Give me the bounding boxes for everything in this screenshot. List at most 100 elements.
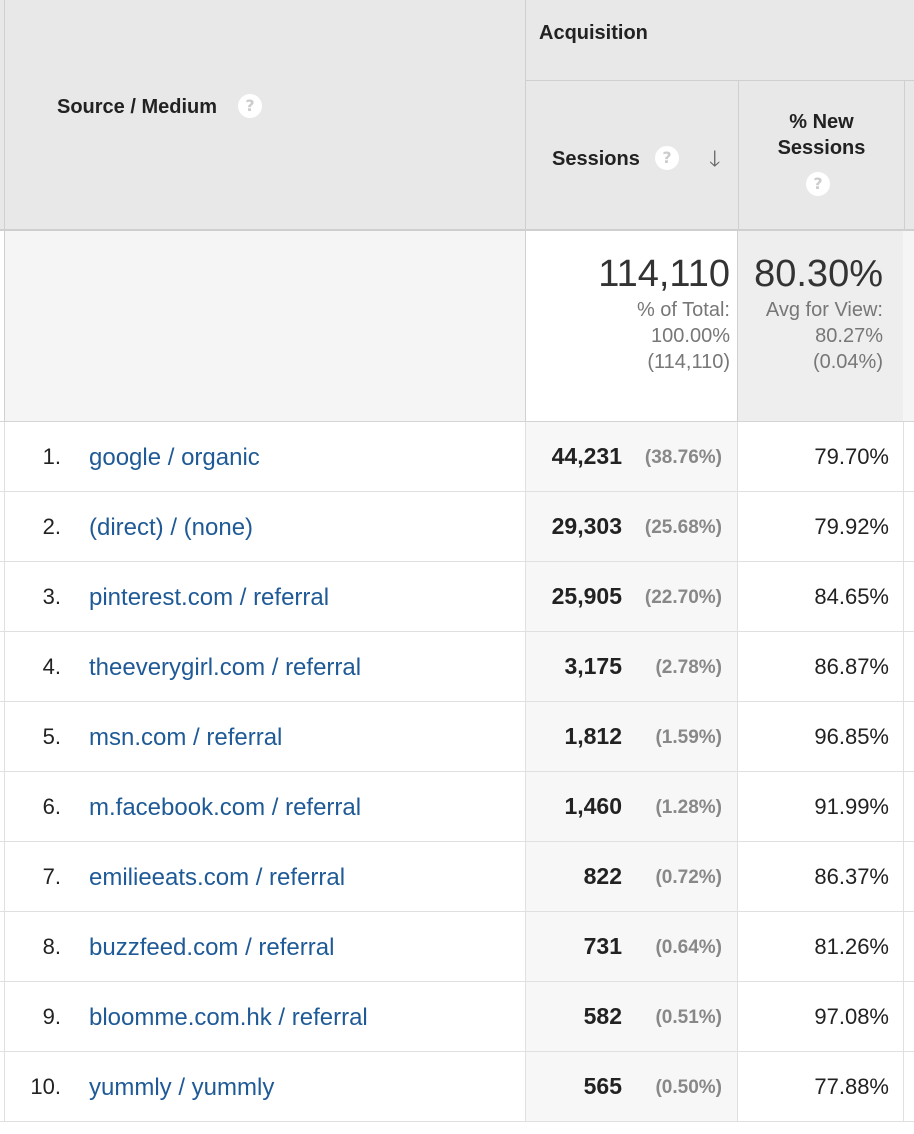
table-row: 6. m.facebook.com / referral 1,460 (1.28%) 9… (0, 772, 914, 842)
source-medium-link[interactable]: pinterest.com / referral (89, 584, 330, 611)
new-sessions-header[interactable]: % New Sessions ? (738, 81, 905, 229)
source-cell: 3. pinterest.com / referral (4, 562, 526, 631)
new-sessions-value: 97.08% (814, 1004, 889, 1029)
source-cell: 10. yummly / yummly (4, 1052, 526, 1121)
sessions-percent: (0.72%) (655, 867, 722, 888)
sessions-value: 731 (583, 933, 622, 959)
acquisition-group: Acquisition Sessions ? 🡓 % New Sessions … (525, 0, 914, 229)
sessions-percent: (1.28%) (655, 797, 722, 818)
sessions-percent: (38.76%) (644, 447, 722, 468)
sessions-percent: (0.50%) (655, 1077, 722, 1098)
sessions-value: 565 (583, 1073, 622, 1099)
new-sessions-cell: 79.70% (737, 422, 904, 491)
new-sessions-cell: 81.26% (737, 912, 904, 981)
table-row: 10. yummly / yummly 565 (0.50%) 77.88% (0, 1052, 914, 1122)
totals-overflow-cell (903, 231, 914, 421)
table-row: 1. google / organic 44,231 (38.76%) 79.70% (0, 422, 914, 492)
row-index: 3. (42, 584, 61, 609)
total-sessions-value: 114,110 (598, 253, 730, 295)
source-medium-link[interactable]: yummly / yummly (89, 1074, 275, 1101)
sessions-value: 822 (583, 863, 622, 889)
source-medium-link[interactable]: bloomme.com.hk / referral (89, 1004, 368, 1031)
sessions-value: 3,175 (564, 653, 622, 679)
row-index: 7. (42, 864, 61, 889)
source-medium-link[interactable]: theeverygirl.com / referral (89, 654, 362, 681)
new-sessions-cell: 77.88% (737, 1052, 904, 1121)
row-index: 5. (42, 724, 61, 749)
table-row: 3. pinterest.com / referral 25,905 (22.70%)… (0, 562, 914, 632)
new-sessions-label-line1: % New (789, 111, 854, 133)
table-row: 2. (direct) / (none) 29,303 (25.68%) 79.92% (0, 492, 914, 562)
row-index: 6. (42, 794, 61, 819)
new-sessions-cell: 86.37% (737, 842, 904, 911)
new-sessions-value: 86.37% (814, 864, 889, 889)
table-body: 1. google / organic 44,231 (38.76%) 79.70% 2.… (0, 422, 914, 1122)
sort-descending-icon[interactable]: 🡓 (709, 147, 721, 172)
acquisition-header: Acquisition (526, 0, 914, 81)
table-row: 5. msn.com / referral 1,812 (1.59%) 96.85% (0, 702, 914, 772)
source-medium-link[interactable]: buzzfeed.com / referral (89, 934, 335, 961)
row-index: 1. (42, 444, 61, 469)
help-icon[interactable]: ? (655, 146, 679, 170)
avg-for-view-label: Avg for View: (765, 299, 883, 321)
new-sessions-value: 91.99% (814, 794, 889, 819)
totals-sessions-cell: 114,110 % of Total: 100.00% (114,110) (525, 231, 738, 421)
total-sessions-sub: % of Total: 100.00% (114,110) (637, 297, 730, 375)
sessions-header[interactable]: Sessions ? 🡓 (526, 81, 738, 229)
sessions-percent: (25.68%) (644, 517, 722, 538)
acquisition-label: Acquisition (539, 22, 648, 44)
source-cell: 6. m.facebook.com / referral (4, 772, 526, 841)
source-medium-link[interactable]: (direct) / (none) (89, 514, 254, 541)
source-medium-link[interactable]: m.facebook.com / referral (89, 794, 362, 821)
table-header: Source / Medium ? Acquisition Sessions ?… (0, 0, 914, 231)
row-index: 8. (42, 934, 61, 959)
sessions-cell: 582 (0.51%) (525, 982, 738, 1051)
source-cell: 5. msn.com / referral (4, 702, 526, 771)
totals-row: 114,110 % of Total: 100.00% (114,110) 80… (0, 231, 914, 422)
totals-source-cell (4, 231, 526, 421)
table-row: 4. theeverygirl.com / referral 3,175 (2.78%… (0, 632, 914, 702)
sessions-cell: 565 (0.50%) (525, 1052, 738, 1121)
source-cell: 2. (direct) / (none) (4, 492, 526, 561)
avg-for-view-diff: (0.04%) (812, 351, 883, 373)
sessions-value: 1,460 (564, 793, 622, 819)
sessions-percent: (2.78%) (655, 657, 722, 678)
help-icon[interactable]: ? (806, 172, 830, 196)
new-sessions-cell: 84.65% (737, 562, 904, 631)
row-index: 9. (42, 1004, 61, 1029)
new-sessions-cell: 91.99% (737, 772, 904, 841)
new-sessions-value: 81.26% (814, 934, 889, 959)
row-index: 2. (42, 514, 61, 539)
sessions-cell: 44,231 (38.76%) (525, 422, 738, 491)
row-index: 4. (42, 654, 61, 679)
new-sessions-value: 77.88% (814, 1074, 889, 1099)
new-sessions-value: 96.85% (814, 724, 889, 749)
sessions-percent: (1.59%) (655, 727, 722, 748)
sessions-cell: 3,175 (2.78%) (525, 632, 738, 701)
sessions-percent: (0.64%) (655, 937, 722, 958)
new-sessions-cell: 96.85% (737, 702, 904, 771)
sessions-value: 25,905 (551, 583, 622, 609)
source-cell: 7. emilieeats.com / referral (4, 842, 526, 911)
sessions-label: Sessions (552, 148, 640, 170)
table-row: 7. emilieeats.com / referral 822 (0.72%) 86.… (0, 842, 914, 912)
source-cell: 8. buzzfeed.com / referral (4, 912, 526, 981)
source-medium-label: Source / Medium (57, 96, 218, 118)
sessions-percent: (0.51%) (655, 1007, 722, 1028)
sessions-cell: 1,460 (1.28%) (525, 772, 738, 841)
new-sessions-value: 86.87% (814, 654, 889, 679)
new-sessions-value: 79.70% (814, 444, 889, 469)
source-medium-link[interactable]: google / organic (89, 444, 260, 471)
source-medium-header[interactable]: Source / Medium ? (4, 0, 525, 229)
total-new-sessions-sub: Avg for View: 80.27% (0.04%) (766, 297, 883, 375)
new-sessions-cell: 97.08% (737, 982, 904, 1051)
source-medium-link[interactable]: msn.com / referral (89, 724, 283, 751)
help-icon[interactable]: ? (238, 94, 262, 118)
source-medium-link[interactable]: emilieeats.com / referral (89, 864, 346, 891)
sessions-cell: 731 (0.64%) (525, 912, 738, 981)
total-new-sessions-value: 80.30% (754, 253, 883, 295)
totals-new-sessions-cell: 80.30% Avg for View: 80.27% (0.04%) (737, 231, 904, 421)
avg-for-view-value: 80.27% (815, 325, 883, 347)
sessions-value: 1,812 (564, 723, 622, 749)
